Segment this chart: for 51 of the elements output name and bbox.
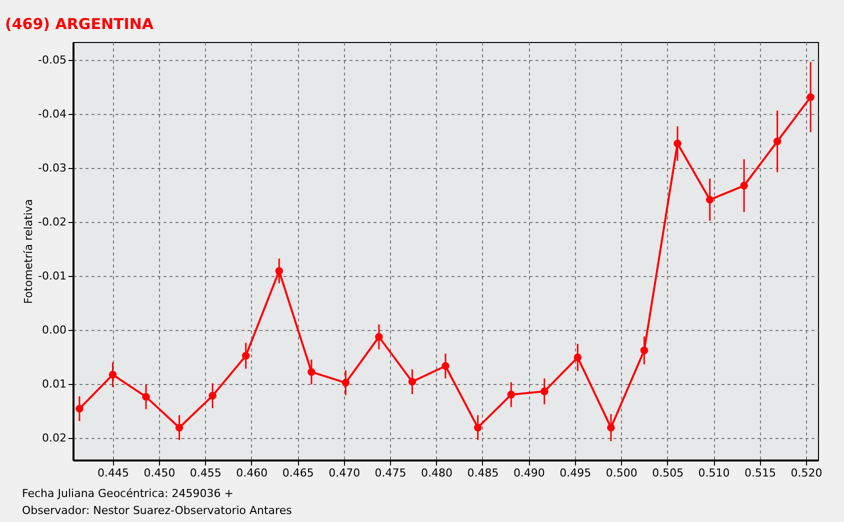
y-tick-label: -0.04 (38, 107, 66, 120)
x-tick-label: 0.505 (652, 466, 684, 480)
y-tick-label: -0.05 (38, 53, 66, 66)
point (142, 392, 150, 401)
y-tick-label: 0.02 (42, 431, 66, 444)
x-tick-label: 0.510 (698, 466, 730, 480)
x-tick-label: 0.465 (282, 466, 314, 480)
point (375, 333, 383, 341)
chart-title: (469) ARGENTINA (5, 15, 154, 33)
y-tick-label: 0.00 (42, 323, 66, 336)
point (674, 140, 682, 148)
point (574, 354, 582, 362)
text: Observador: Nestor Suarez-Observatorio Antares (22, 504, 292, 517)
point (706, 196, 714, 204)
y-axis-title: Fotometría relativa (22, 199, 36, 304)
point (442, 362, 450, 370)
y-tick-label: -0.01 (38, 269, 66, 282)
y-tick-label: -0.02 (38, 215, 66, 228)
point (740, 182, 748, 190)
y-tick-label: 0.01 (42, 377, 66, 390)
point (474, 424, 482, 432)
point (806, 93, 814, 101)
x-tick-label: 0.520 (790, 466, 822, 480)
point (308, 368, 316, 376)
x-tick-label: 0.480 (421, 466, 453, 480)
point (242, 352, 250, 360)
x-tick-label: 0.515 (744, 466, 776, 480)
x-tick-label: 0.470 (328, 466, 360, 480)
point (175, 424, 184, 432)
point (540, 388, 548, 396)
point (507, 390, 515, 399)
point (408, 378, 416, 386)
y-tick-label: -0.03 (38, 161, 66, 174)
point (342, 378, 350, 387)
point (76, 404, 84, 413)
point (640, 346, 648, 354)
x-tick-label: 0.460 (236, 466, 268, 480)
x-tick-label: 0.450 (144, 466, 176, 480)
point (108, 370, 117, 379)
x-tick-label: 0.500 (606, 466, 638, 480)
point (275, 267, 283, 275)
x-tick-label: 0.445 (97, 466, 129, 480)
text: Fecha Juliana Geocéntrica: 2459036 + (22, 487, 234, 500)
point (607, 424, 615, 432)
x-tick-label: 0.475 (374, 466, 406, 480)
x-tick-label: 0.485 (467, 466, 499, 480)
x-tick-label: 0.495 (560, 466, 592, 480)
point (773, 138, 782, 146)
x-tick-label: 0.455 (190, 466, 222, 480)
point (208, 392, 216, 400)
x-tick-label: 0.490 (513, 466, 545, 480)
